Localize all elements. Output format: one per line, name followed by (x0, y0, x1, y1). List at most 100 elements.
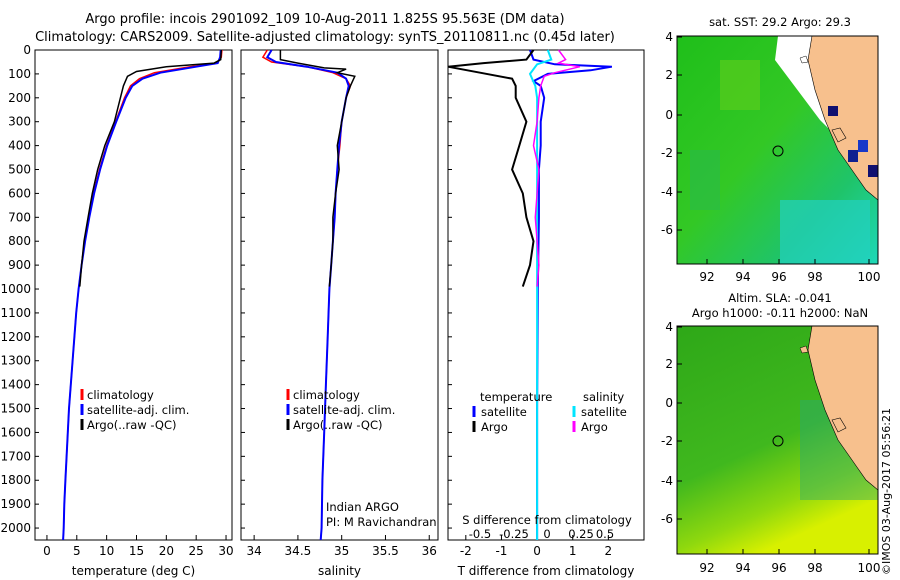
x-tick-label: 5 (73, 544, 81, 558)
series-line (528, 49, 553, 540)
legend-label: Argo (481, 420, 508, 434)
x-tick-label: 30 (218, 544, 233, 558)
s-tick-label: 0.5 (596, 527, 614, 541)
y-tick-label: 900 (8, 258, 31, 272)
latitude-tick-label: -4 (661, 185, 673, 199)
longitude-tick-label: 96 (771, 561, 786, 575)
latitude-tick-label: 4 (665, 30, 673, 44)
series-line (62, 49, 222, 541)
y-tick-label: 1600 (0, 425, 31, 439)
latitude-tick-label: -6 (661, 223, 673, 237)
y-tick-label: 2000 (0, 521, 31, 535)
legend-heading: salinity (583, 390, 624, 404)
argo-position-marker (772, 435, 784, 447)
series-line (261, 49, 352, 541)
difference-panel-frame (447, 49, 645, 541)
sst-cold-pixel (848, 150, 858, 162)
longitude-tick-label: 94 (735, 270, 750, 284)
latitude-tick-label: 0 (665, 108, 673, 122)
x-tick-label: 36 (422, 544, 437, 558)
x-tick-label: 2 (605, 544, 613, 558)
longitude-tick-label: 94 (735, 561, 750, 575)
y-tick-label: 800 (8, 234, 31, 248)
x-tick-label: 25 (189, 544, 204, 558)
s-tick-label: 0 (543, 527, 550, 541)
x-tick-label: -2 (460, 544, 472, 558)
sst-map-frame (676, 35, 879, 265)
sla-map-title-line1: Altim. SLA: -0.041 (728, 291, 832, 305)
y-tick-label: 1800 (0, 473, 31, 487)
sst-map-title: sat. SST: 29.2 Argo: 29.3 (709, 15, 851, 29)
latitude-tick-label: -2 (661, 146, 673, 160)
longitude-tick-label: 92 (699, 561, 714, 575)
series-line (529, 49, 613, 540)
x-tick-label: 35.5 (372, 544, 399, 558)
legend-label: Argo (581, 420, 608, 434)
longitude-tick-label: 92 (699, 270, 714, 284)
latitude-tick-label: -6 (661, 512, 673, 526)
x-tick-label: 20 (159, 544, 174, 558)
series-line (532, 49, 581, 287)
longitude-tick-label: 98 (807, 270, 822, 284)
y-tick-label: 0 (23, 43, 31, 57)
y-tick-label: 1500 (0, 402, 31, 416)
temperature-panel-frame (34, 49, 233, 541)
latitude-tick-label: -2 (661, 434, 673, 448)
x-axis-label: salinity (318, 564, 361, 578)
legend-heading: temperature (480, 390, 552, 404)
x-axis-label: temperature (deg C) (72, 564, 195, 578)
sumatra-landmass (807, 326, 878, 491)
x-tick-label: 34.5 (285, 544, 312, 558)
island-outline (831, 417, 847, 433)
series-line (265, 49, 350, 541)
latitude-tick-label: 4 (665, 320, 673, 334)
x-tick-label: 15 (129, 544, 144, 558)
series-line (447, 49, 535, 287)
y-tick-label: 500 (8, 163, 31, 177)
latitude-tick-label: 0 (665, 396, 673, 410)
x-tick-label: -1 (495, 544, 507, 558)
legend-label: climatology (87, 388, 154, 402)
legend-label: satellite-adj. clim. (293, 403, 395, 417)
secondary-axis-label: S difference from climatology (462, 513, 632, 527)
longitude-tick-label: 100 (858, 270, 881, 284)
series-line (79, 49, 223, 287)
series-line (62, 49, 223, 541)
legend-label: satellite (481, 405, 527, 419)
island-outline (799, 55, 809, 64)
y-tick-label: 1900 (0, 497, 31, 511)
sumatra-landmass (807, 36, 878, 201)
y-tick-label: 1300 (0, 354, 31, 368)
sla-map-frame (676, 325, 879, 555)
y-tick-label: 300 (8, 115, 31, 129)
sst-cold-pixel (868, 165, 878, 177)
latitude-tick-label: 2 (665, 357, 673, 371)
s-tick-label: -0.5 (469, 527, 491, 541)
legend-label: Argo(..raw -QC) (87, 418, 177, 432)
y-tick-label: 600 (8, 186, 31, 200)
sst-patch (780, 200, 870, 264)
y-tick-label: 200 (8, 91, 31, 105)
argo-position-marker (772, 145, 784, 157)
y-tick-label: 1200 (0, 330, 31, 344)
legend-label: climatology (293, 388, 360, 402)
longitude-tick-label: 98 (807, 561, 822, 575)
sst-cold-pixel (828, 106, 838, 116)
s-tick-label: -0.25 (499, 527, 529, 541)
latitude-tick-label: 2 (665, 68, 673, 82)
sst-map (677, 36, 878, 264)
legend-label: satellite (581, 405, 627, 419)
salinity-panel-frame (240, 49, 439, 541)
x-tick-label: 10 (99, 544, 114, 558)
y-tick-label: 1400 (0, 378, 31, 392)
legend-label: Argo(..raw -QC) (293, 418, 383, 432)
sst-patch (720, 60, 760, 110)
legend-label: satellite-adj. clim. (87, 403, 189, 417)
sla-map (677, 326, 878, 554)
latitude-tick-label: -4 (661, 474, 673, 488)
island-outline (831, 127, 847, 143)
y-tick-label: 1000 (0, 282, 31, 296)
x-tick-label: 34 (246, 544, 261, 558)
y-tick-label: 1100 (0, 306, 31, 320)
